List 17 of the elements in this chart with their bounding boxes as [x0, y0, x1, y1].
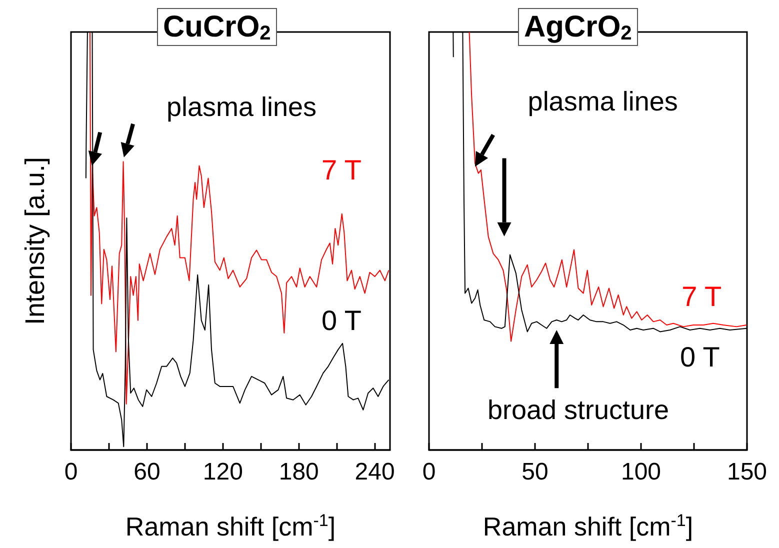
x-tick-label: 60: [134, 458, 160, 486]
x-tick-label: 150: [726, 458, 768, 486]
x-tick-label: 120: [202, 458, 243, 486]
series-label: 0 T: [680, 341, 720, 372]
x-tick-label: 0: [64, 458, 78, 486]
annotation: plasma lines: [166, 92, 317, 122]
x-tick-label: 100: [620, 458, 662, 486]
annotation: plasma lines: [528, 86, 678, 116]
annotation: broad structure: [487, 394, 670, 425]
series-label: 7 T: [322, 154, 362, 186]
x-tick-label: 180: [278, 458, 319, 486]
x-tick-label: 50: [522, 458, 548, 486]
x-tick-label: 240: [354, 458, 395, 486]
y-axis-title: Intensity [a.u.]: [20, 156, 50, 326]
x-tick-label: 0: [422, 458, 436, 486]
series-label: 0 T: [322, 304, 362, 336]
series-label: 7 T: [682, 281, 722, 312]
